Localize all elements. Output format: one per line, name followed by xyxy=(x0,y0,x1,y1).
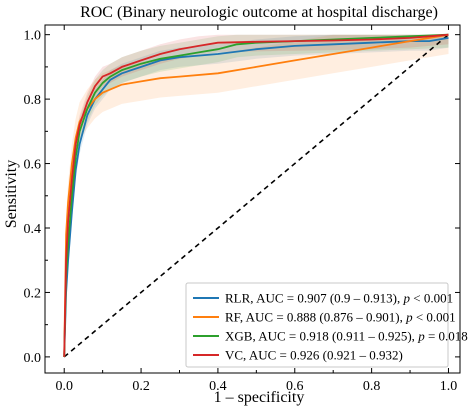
axis-ticks: 0.0 0.2 0.4 0.6 0.8 1.0 0.0 0.2 0.4 0.6 0.8 1.0 xyxy=(24,25,460,394)
legend: RLR, AUC = 0.907 (0.9 – 0.913), p < 0.00… xyxy=(185,282,468,368)
series-line-vc xyxy=(63,33,449,357)
confidence-bands xyxy=(64,34,449,357)
legend-box xyxy=(185,282,449,368)
y-tick-label: 0.0 xyxy=(24,351,42,366)
series-line-rf xyxy=(63,33,449,357)
y-axis-label: Sensitivity xyxy=(3,160,20,228)
band-vc xyxy=(64,34,449,357)
legend-label-rf: RF, AUC = 0.888 (0.876 – 0.901), p < 0.0… xyxy=(225,310,456,325)
x-tick-label: 0.2 xyxy=(132,379,150,394)
plot-area xyxy=(44,24,461,374)
series-line-rlr xyxy=(63,37,449,357)
y-tick-label: 0.2 xyxy=(24,286,42,301)
chart-title: ROC (Binary neurologic outcome at hospit… xyxy=(80,4,438,21)
x-tick-label: 1.0 xyxy=(440,379,458,394)
x-tick-label: 0.6 xyxy=(286,379,304,394)
y-tick-label: 1.0 xyxy=(24,29,42,44)
legend-label-xgb: XGB, AUC = 0.918 (0.911 – 0.925), p = 0.… xyxy=(225,329,468,344)
y-tick-label: 0.8 xyxy=(24,93,42,108)
legend-label-vc: VC, AUC = 0.926 (0.921 – 0.932) xyxy=(225,348,403,363)
chance-diagonal-line xyxy=(63,34,449,358)
legend-label-rlr: RLR, AUC = 0.907 (0.9 – 0.913), p < 0.00… xyxy=(225,291,453,306)
x-tick-label: 0.0 xyxy=(55,379,73,394)
x-axis-label: 1 – specificity xyxy=(214,389,305,406)
y-tick-label: 0.6 xyxy=(24,158,42,173)
y-tick-label: 0.4 xyxy=(24,222,42,237)
x-tick-label: 0.4 xyxy=(209,379,227,394)
roc-curves xyxy=(63,33,449,357)
x-tick-label: 0.8 xyxy=(363,379,381,394)
